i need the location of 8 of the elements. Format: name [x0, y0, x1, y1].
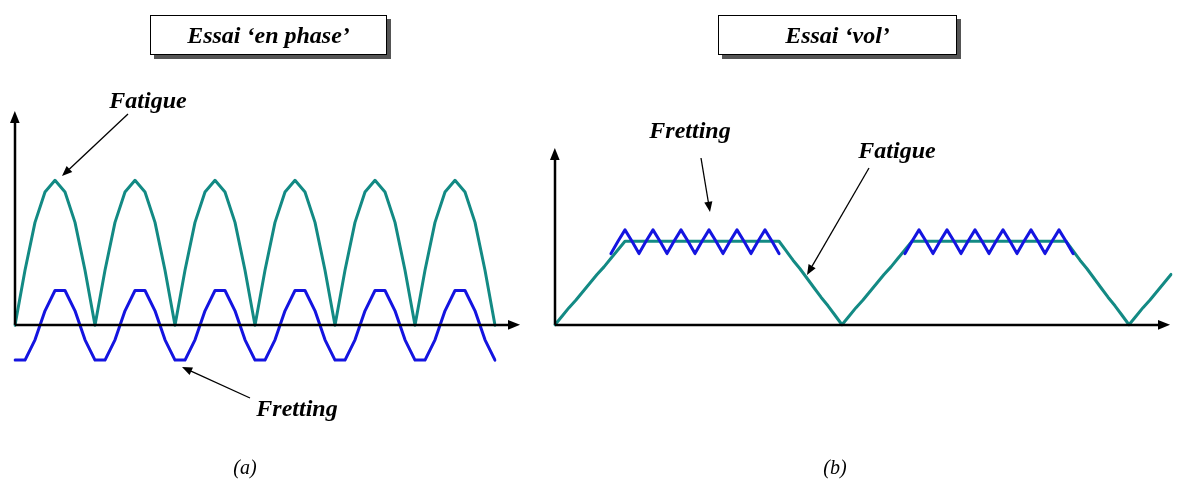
chart-title: Essai ‘vol’	[718, 15, 957, 55]
text: Fatigue	[858, 136, 936, 164]
text: (b)	[823, 455, 847, 479]
text: (a)	[233, 455, 257, 479]
text: Fretting	[649, 116, 731, 144]
text: Fretting	[256, 394, 338, 422]
text: Fatigue	[109, 86, 187, 114]
chart-title: Essai ‘en phase’	[150, 15, 387, 55]
